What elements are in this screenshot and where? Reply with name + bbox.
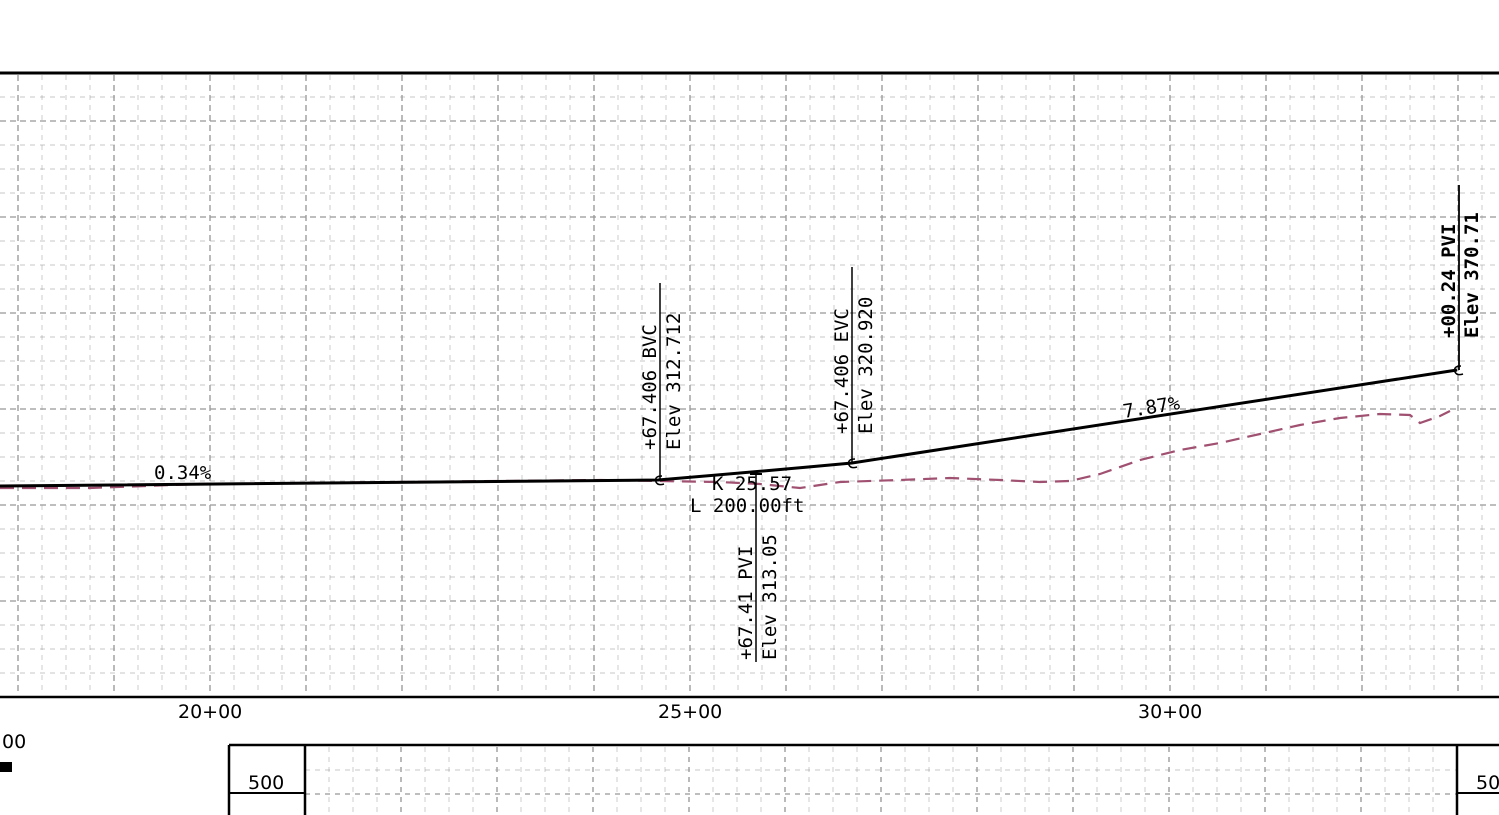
left-edge-marker [0,762,12,772]
station-label-25: 25+00 [658,701,722,723]
station-label-30: 30+00 [1138,701,1202,723]
lower-table: 500 50 [227,743,1499,815]
station-label-20: 20+00 [178,701,242,723]
lower-table-left-value: 500 [248,772,284,794]
pvi-curve-elev-label: Elev 313.05 [759,534,781,660]
bvc-marker [654,475,665,486]
pvi-end-elev-label: Elev 370.71 [1461,212,1483,338]
evc-marker [847,458,858,469]
pvi-end-station-label: +00.24 PVI [1438,224,1460,338]
left-grade-label: 0.34% [154,462,212,484]
lower-table-grid [304,747,1458,815]
evc-elev-label: Elev 320.920 [855,297,877,434]
proposed-grade-line [0,368,1458,488]
pvi-curve-station-label: +67.41 PVI [735,546,757,660]
lower-table-right-value: 50 [1476,772,1499,794]
bvc-elev-label: Elev 312.712 [663,313,685,450]
right-grade-label: 7.87% [1121,392,1181,423]
pvi-end-marker [1453,365,1464,376]
left-edge-fragment-label: 00 [2,731,26,753]
bvc-station-label: +67.406 BVC [639,324,661,450]
evc-station-label: +67.406 EVC [831,308,853,434]
k-value-label: K 25.57 [712,473,792,495]
curve-length-label: L 200.00ft [690,495,804,517]
